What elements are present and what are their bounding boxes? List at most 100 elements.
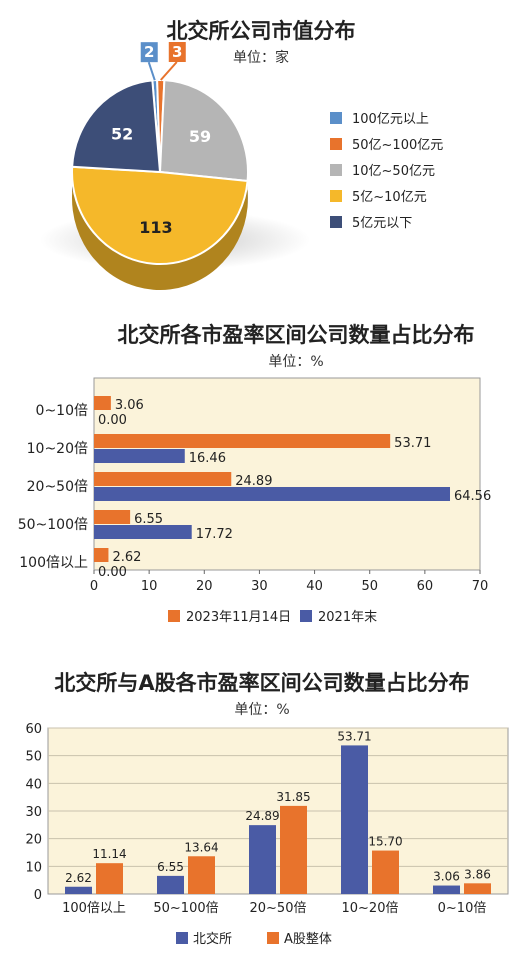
- chart2-value-label-1-2: 64.56: [454, 489, 491, 504]
- chart1-unit: 单位：家: [233, 49, 289, 66]
- chart2-category-label-3: 50~100倍: [18, 517, 88, 533]
- chart2-legend-label-1: 2021年末: [318, 610, 377, 625]
- chart3-bar-1-0: [96, 863, 123, 894]
- chart3-value-label-1-4: 3.86: [464, 867, 491, 881]
- chart3-value-label-0-0: 2.62: [65, 871, 92, 885]
- chart3-value-label-1-1: 13.64: [184, 840, 218, 854]
- chart3-ytick-label-5: 50: [25, 750, 42, 765]
- chart3-value-label-1-2: 31.85: [276, 790, 310, 804]
- chart2-bar-0-2: [94, 472, 232, 486]
- pie-legend-swatch-4: [330, 216, 342, 228]
- chart2-category-label-4: 100倍以上: [19, 555, 88, 571]
- chart3-bar-0-4: [433, 885, 460, 894]
- chart3-category-label-4: 0~10倍: [438, 901, 487, 916]
- pie-value-label-0: 2: [144, 43, 154, 61]
- pie-legend-swatch-0: [330, 112, 342, 124]
- chart2-value-label-1-4: 0.00: [98, 565, 127, 580]
- chart2-bar-0-4: [94, 548, 109, 562]
- chart3-bar-0-3: [341, 745, 368, 894]
- chart2-value-label-1-0: 0.00: [98, 413, 127, 428]
- chart2-tick-label-6: 60: [417, 579, 434, 594]
- chart3-legend-label-1: A股整体: [284, 932, 332, 947]
- chart3-value-label-0-4: 3.06: [433, 870, 460, 884]
- chart2-tick-label-7: 70: [472, 579, 489, 594]
- chart2-tick-label-2: 20: [196, 579, 213, 594]
- pie-callout-line-1: [160, 61, 178, 81]
- chart2-unit: 单位：%: [268, 354, 323, 370]
- chart3-bar-1-3: [372, 850, 399, 894]
- chart2-tick-label-3: 30: [251, 579, 268, 594]
- pie-slice-3: [71, 165, 249, 265]
- pie-legend-label-0: 100亿元以上: [352, 112, 429, 127]
- chart3-value-label-1-0: 11.14: [92, 847, 126, 861]
- chart3-category-label-1: 50~100倍: [153, 901, 218, 916]
- chart2-legend-swatch-0: [168, 610, 180, 622]
- chart3-ytick-label-2: 20: [25, 833, 42, 848]
- market-cap-pie-chart: 北交所公司市值分布 单位：家 2 3 59 113 52 100亿元以上 50亿~100亿…: [40, 19, 443, 290]
- pie-legend-label-1: 50亿~100亿元: [352, 138, 443, 153]
- chart2-tick-label-5: 50: [361, 579, 378, 594]
- chart3-bar-1-1: [188, 856, 215, 894]
- chart2-bar-0-1: [94, 434, 391, 448]
- chart2-value-label-1-1: 16.46: [189, 451, 226, 466]
- pie-value-label-2: 59: [189, 127, 211, 146]
- chart3-bar-0-2: [249, 825, 276, 894]
- chart2-title: 北交所各市盈率区间公司数量占比分布: [118, 323, 475, 347]
- chart2-value-label-0-3: 6.55: [134, 512, 163, 527]
- pie-slice-4: [71, 79, 162, 174]
- chart2-value-label-0-4: 2.62: [112, 550, 141, 565]
- chart3-value-label-0-3: 53.71: [337, 729, 371, 743]
- chart3-legend-swatch-1: [267, 932, 279, 944]
- chart3-category-label-2: 20~50倍: [250, 901, 307, 916]
- chart3-category-label-3: 10~20倍: [342, 901, 399, 916]
- pie-callout-box-1: [168, 42, 186, 63]
- pie-slice-side-3: [72, 166, 248, 290]
- chart2-legend-swatch-1: [300, 610, 312, 622]
- chart2-tick-label-0: 0: [90, 579, 98, 594]
- chart2-bar-0-3: [94, 510, 131, 524]
- chart2-tick-label-4: 40: [306, 579, 323, 594]
- chart3-category-label-0: 100倍以上: [62, 901, 126, 916]
- chart2-tick-label-1: 10: [141, 579, 158, 594]
- chart3-bar-1-2: [280, 805, 307, 894]
- pie-callout-box-0: [140, 42, 158, 63]
- pie-value-label-4: 52: [111, 125, 133, 144]
- chart3-bar-0-1: [157, 875, 184, 894]
- chart2-value-label-1-3: 17.72: [196, 527, 233, 542]
- chart2-category-label-2: 20~50倍: [27, 479, 88, 495]
- pie-value-label-1: 3: [172, 43, 182, 61]
- chart3-value-label-0-2: 24.89: [245, 809, 279, 823]
- chart3-title: 北交所与A股各市盈率区间公司数量占比分布: [54, 671, 469, 695]
- chart1-title: 北交所公司市值分布: [167, 19, 356, 43]
- pie-legend-label-3: 5亿~10亿元: [352, 190, 427, 205]
- chart2-bar-1-3: [94, 525, 192, 539]
- chart3-bar-1-4: [464, 883, 491, 894]
- pe-vertical-bar-chart: 北交所与A股各市盈率区间公司数量占比分布 单位：% 0 10 20 30 40 50 60 1…: [25, 671, 509, 947]
- chart3-legend: 北交所 A股整体: [176, 931, 332, 947]
- pie-legend-label-2: 10亿~50亿元: [352, 164, 435, 179]
- chart2-bar-0-0: [94, 396, 111, 410]
- chart3-ytick-label-3: 30: [25, 805, 42, 820]
- chart2-category-label-1: 10~20倍: [27, 441, 88, 457]
- chart3-marks: 0102030405060100倍以上2.6211.1450~100倍6.551…: [25, 722, 508, 916]
- chart2-value-label-0-2: 24.89: [235, 474, 272, 489]
- pie-legend: 100亿元以上 50亿~100亿元 10亿~50亿元 5亿~10亿元 5亿元以下: [330, 112, 443, 231]
- pie-slice-2: [158, 79, 249, 183]
- pie-legend-label-4: 5亿元以下: [352, 216, 412, 231]
- chart2-value-label-0-1: 53.71: [394, 436, 431, 451]
- chart3-ytick-label-4: 40: [25, 777, 42, 792]
- pie-slices: 2 3 59 113 52: [71, 42, 249, 290]
- chart2-bar-1-2: [94, 487, 451, 501]
- chart3-ytick-label-6: 60: [25, 722, 42, 737]
- chart2-value-label-0-0: 3.06: [115, 398, 144, 413]
- chart3-legend-swatch-0: [176, 932, 188, 944]
- chart3-bar-0-0: [65, 886, 92, 894]
- chart3-ytick-label-0: 0: [34, 888, 42, 903]
- pie-legend-swatch-3: [330, 190, 342, 202]
- chart3-legend-label-0: 北交所: [193, 931, 232, 947]
- chart3-unit: 单位：%: [234, 702, 289, 718]
- chart3-value-label-0-1: 6.55: [157, 860, 184, 874]
- chart2-category-label-0: 0~10倍: [36, 403, 88, 419]
